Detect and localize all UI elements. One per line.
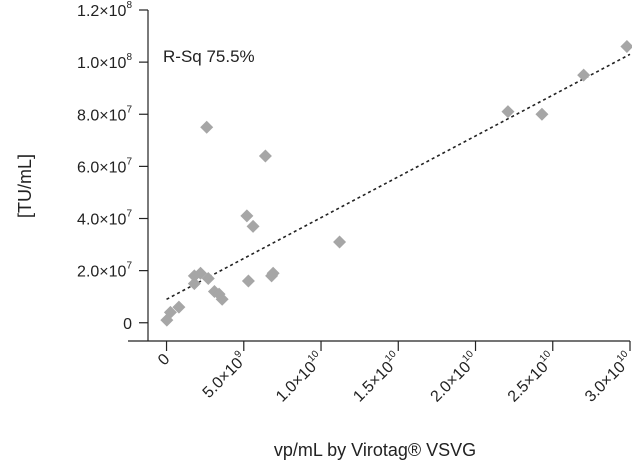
- x-tick-label: 0: [155, 351, 173, 369]
- x-tick-label: 1.5×1010: [348, 348, 405, 405]
- data-point: [501, 105, 515, 119]
- x-axis-title: vp/mL by Virotag® VSVG: [274, 440, 476, 460]
- data-point: [187, 277, 201, 291]
- regression-trendline: [166, 53, 631, 301]
- y-axis: 0 2.0×107 4.0×107 6.0×107 8.0×107 1.0×108 1.2×…: [77, 0, 149, 341]
- y-tick-label: 6.0×107: [77, 156, 132, 176]
- r-squared-annotation: R-Sq 75.5%: [163, 47, 255, 66]
- data-point: [200, 120, 214, 134]
- trendline-layer: [166, 53, 631, 301]
- data-point: [266, 266, 280, 280]
- y-tick-label: 1.2×108: [77, 0, 132, 20]
- x-axis: 0 5.0×109 1.0×1010 1.5×1010 2.0×1010 2.5×1010…: [128, 340, 632, 406]
- data-point: [201, 271, 215, 285]
- data-points-layer: [160, 39, 632, 327]
- data-point: [258, 149, 272, 163]
- data-point: [163, 305, 177, 319]
- data-point: [620, 39, 632, 53]
- x-tick-label: 3.0×1010: [580, 348, 632, 405]
- data-point: [333, 235, 347, 249]
- y-tick-label: 0: [123, 316, 132, 333]
- data-point: [246, 219, 260, 233]
- data-point: [241, 274, 255, 288]
- y-tick-label: 2.0×107: [77, 261, 132, 281]
- x-tick-label: 5.0×109: [198, 348, 251, 401]
- x-tick-label: 2.0×1010: [425, 348, 482, 405]
- x-tick-label: 2.5×1010: [503, 348, 560, 405]
- data-point: [577, 68, 591, 82]
- y-axis-title: [TU/mL]: [15, 154, 35, 218]
- y-tick-label: 4.0×107: [77, 209, 132, 229]
- x-tick-label: 1.0×1010: [271, 348, 328, 405]
- y-tick-label: 1.0×108: [77, 52, 132, 72]
- data-point: [172, 300, 186, 314]
- data-point: [240, 209, 254, 223]
- data-point: [535, 107, 549, 121]
- y-tick-label: 8.0×107: [77, 104, 132, 124]
- data-point: [215, 292, 229, 306]
